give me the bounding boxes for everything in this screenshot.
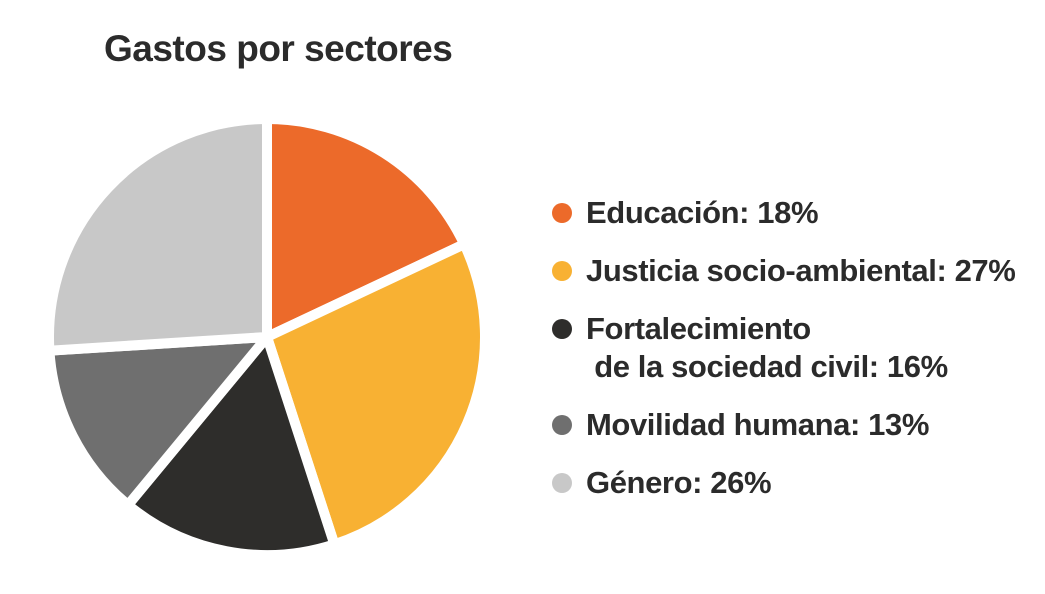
chart-title: Gastos por sectores xyxy=(104,28,453,69)
legend-swatch-3 xyxy=(552,415,572,435)
pie-slice-4 xyxy=(44,113,272,356)
legend-item-4: Género: 26% xyxy=(552,464,1015,502)
pie-slice-1 xyxy=(260,237,490,551)
legend-item-1: Justicia socio-ambiental: 27% xyxy=(552,252,1016,290)
legend-item-2: Fortalecimiento de la sociedad civil: 16… xyxy=(552,310,1015,386)
legend-label-1: Justicia socio-ambiental: 27% xyxy=(586,253,1016,288)
pie-slice-0 xyxy=(262,113,471,345)
legend: Educación: 18% Justicia socio-ambiental: … xyxy=(552,194,1016,502)
legend-swatch-2 xyxy=(552,319,572,339)
legend-label-2: Fortalecimiento de la sociedad civil: 16… xyxy=(586,311,948,384)
pie-chart xyxy=(44,113,490,560)
legend-label-4: Género: 26% xyxy=(586,465,772,500)
legend-swatch-1 xyxy=(552,261,572,281)
legend-item-3: Movilidad humana: 13% xyxy=(552,406,1015,444)
legend-label-3: Movilidad humana: 13% xyxy=(586,407,929,442)
legend-swatch-0 xyxy=(552,203,572,223)
pie-slice-3 xyxy=(44,331,279,513)
legend-swatch-4 xyxy=(552,473,572,493)
pie-slice-2 xyxy=(121,326,341,560)
legend-item-0: Educación: 18% xyxy=(552,194,1015,232)
legend-label-0: Educación: 18% xyxy=(586,195,819,230)
